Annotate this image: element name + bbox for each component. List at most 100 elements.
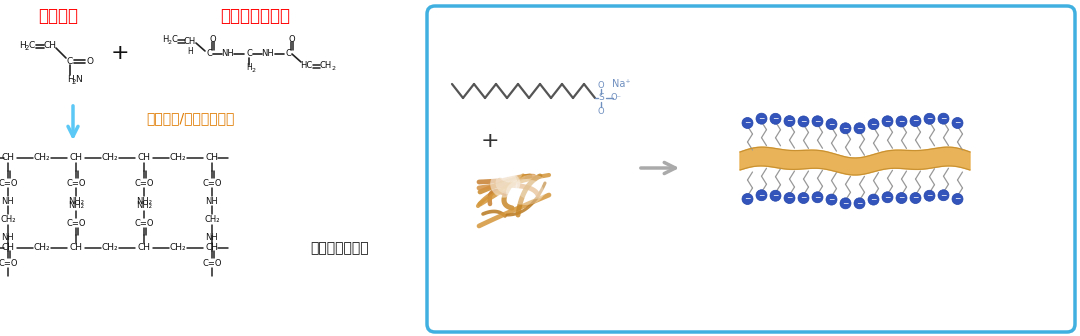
Text: C=O: C=O: [66, 218, 85, 227]
Text: 2: 2: [71, 79, 77, 85]
Text: CH: CH: [1, 154, 14, 163]
Text: 甲叉双丙烯酰胺: 甲叉双丙烯酰胺: [220, 7, 291, 25]
FancyArrowPatch shape: [640, 162, 675, 174]
Text: −: −: [800, 194, 807, 203]
Text: C: C: [171, 36, 177, 44]
Text: C=O: C=O: [0, 258, 17, 267]
Text: NH: NH: [221, 49, 234, 58]
Circle shape: [784, 116, 795, 127]
Text: H: H: [187, 46, 193, 55]
Text: CH₂: CH₂: [0, 214, 16, 223]
Text: 2: 2: [25, 45, 29, 51]
Text: NH: NH: [261, 49, 274, 58]
Text: NH₂: NH₂: [136, 202, 152, 210]
Circle shape: [951, 118, 963, 128]
Text: NH₂: NH₂: [68, 197, 84, 206]
Circle shape: [826, 194, 837, 205]
Text: CH₂: CH₂: [102, 244, 119, 252]
Text: O: O: [597, 81, 605, 89]
Text: −: −: [941, 114, 947, 123]
Text: O: O: [210, 35, 216, 43]
Ellipse shape: [483, 137, 581, 226]
Text: C: C: [206, 49, 212, 58]
Text: C=O: C=O: [202, 258, 221, 267]
Circle shape: [868, 119, 879, 130]
Text: C=O: C=O: [134, 218, 153, 227]
Text: H: H: [246, 64, 252, 73]
Text: −: −: [772, 191, 779, 200]
Circle shape: [798, 193, 809, 204]
Text: C=O: C=O: [202, 178, 221, 187]
Text: NH: NH: [205, 234, 218, 243]
Text: C: C: [67, 56, 73, 66]
Circle shape: [910, 116, 921, 127]
Circle shape: [770, 190, 781, 201]
Text: −: −: [899, 194, 905, 203]
Circle shape: [882, 116, 893, 127]
Circle shape: [756, 190, 767, 201]
Text: −: −: [941, 191, 947, 200]
Ellipse shape: [507, 179, 544, 205]
Circle shape: [939, 190, 949, 201]
Text: O: O: [86, 56, 94, 66]
Circle shape: [840, 123, 851, 134]
Text: −: −: [899, 117, 905, 126]
Text: −: −: [870, 195, 877, 204]
Text: H: H: [162, 36, 168, 44]
Circle shape: [742, 194, 753, 205]
Text: O: O: [597, 107, 605, 116]
Text: CH: CH: [205, 154, 218, 163]
Text: −: −: [927, 114, 933, 123]
Circle shape: [910, 193, 921, 204]
Text: C: C: [246, 49, 252, 58]
Circle shape: [924, 190, 935, 201]
Text: NH: NH: [2, 197, 14, 206]
Circle shape: [951, 194, 963, 205]
Circle shape: [742, 118, 753, 128]
Text: 2: 2: [167, 41, 171, 45]
Circle shape: [882, 192, 893, 203]
Ellipse shape: [477, 128, 584, 225]
Text: −: −: [758, 114, 765, 123]
Text: H: H: [67, 75, 73, 84]
Circle shape: [896, 116, 907, 127]
Ellipse shape: [476, 131, 588, 233]
Circle shape: [784, 193, 795, 204]
Text: −: −: [856, 124, 863, 133]
Text: −: −: [744, 119, 751, 127]
Text: −: −: [786, 194, 793, 203]
Text: −: −: [758, 191, 765, 200]
Text: O: O: [288, 35, 295, 43]
Circle shape: [798, 116, 809, 127]
Text: −: −: [744, 195, 751, 204]
Text: CH: CH: [69, 154, 82, 163]
FancyArrowPatch shape: [68, 106, 78, 136]
Text: 过硫酸铵/四甲基乙二胺: 过硫酸铵/四甲基乙二胺: [146, 111, 234, 125]
Text: −: −: [927, 191, 933, 200]
Text: CH₂: CH₂: [33, 244, 51, 252]
Text: CH: CH: [137, 154, 150, 163]
Text: N: N: [76, 75, 82, 84]
Text: −: −: [955, 195, 961, 204]
Text: NH₂: NH₂: [136, 197, 152, 206]
Circle shape: [756, 113, 767, 124]
Text: −: −: [814, 193, 821, 202]
Ellipse shape: [490, 171, 519, 197]
Text: +: +: [481, 131, 499, 151]
Text: −: −: [885, 193, 891, 202]
Circle shape: [854, 123, 865, 134]
Text: 2: 2: [330, 67, 335, 72]
Text: C=O: C=O: [66, 178, 85, 187]
FancyBboxPatch shape: [427, 6, 1075, 332]
Text: CH: CH: [137, 244, 150, 252]
Text: −: −: [828, 120, 835, 129]
Text: −: −: [856, 199, 863, 208]
Text: C=O: C=O: [0, 178, 17, 187]
Text: CH₂: CH₂: [102, 154, 119, 163]
Text: −: −: [772, 114, 779, 123]
Text: CH₂: CH₂: [170, 154, 187, 163]
Text: −: −: [828, 195, 835, 204]
Circle shape: [939, 113, 949, 124]
Circle shape: [812, 116, 823, 127]
Text: +: +: [110, 43, 130, 63]
